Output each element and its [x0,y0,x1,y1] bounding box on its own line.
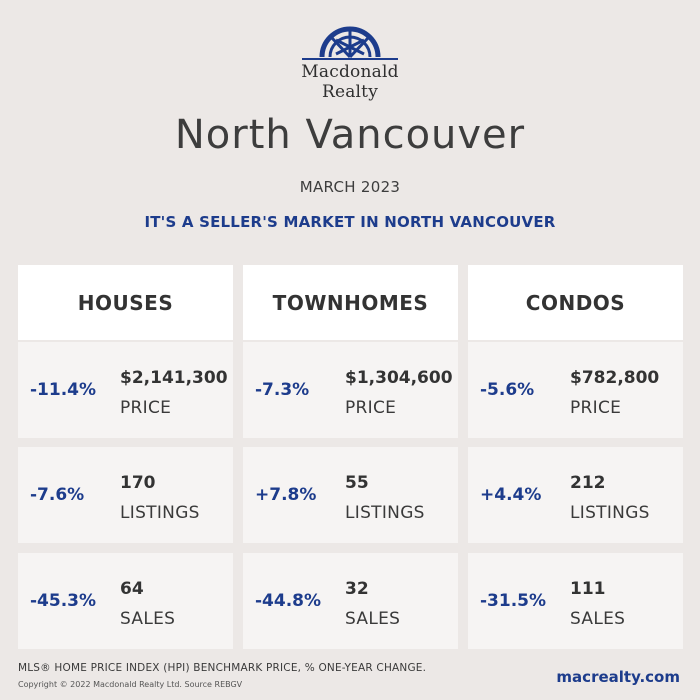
macdonald-realty-logo-icon [302,26,398,60]
sales-value: 32 [345,579,369,599]
market-status: IT'S A SELLER'S MARKET IN NORTH VANCOUVE… [144,213,556,231]
sales-label: SALES [120,609,176,629]
listings-value: 55 [345,473,369,493]
listings-label: LISTINGS [345,503,425,523]
listings-value: 212 [570,473,606,493]
sales-label: SALES [570,609,626,629]
column-townhomes: TOWNHOMES [243,265,458,340]
listings-card: +7.8% 55 LISTINGS [243,447,458,543]
price-card: -7.3% $1,304,600 PRICE [243,342,458,438]
sales-value: 111 [570,579,606,599]
price-card: -11.4% $2,141,300 PRICE [18,342,233,438]
price-value: $1,304,600 [345,368,453,388]
copyright: Copyright © 2022 Macdonald Realty Ltd. S… [18,680,243,689]
page-title: North Vancouver [174,112,526,158]
sales-card: -31.5% 111 SALES [468,553,683,649]
brand-name-line1: Macdonald [301,62,399,82]
price-label: PRICE [570,398,622,418]
sales-change: -44.8% [255,591,322,611]
column-houses: HOUSES [18,265,233,340]
brand-logo: Macdonald Realty [0,26,700,102]
report-month: MARCH 2023 [299,178,401,196]
column-condos: CONDOS [468,265,683,340]
website-link[interactable]: macrealty.com [556,668,680,686]
price-label: PRICE [345,398,397,418]
sales-change: -45.3% [30,591,97,611]
sales-value: 64 [120,579,144,599]
sales-change: -31.5% [480,591,547,611]
sales-label: SALES [345,609,401,629]
sales-card: -44.8% 32 SALES [243,553,458,649]
listings-card: -7.6% 170 LISTINGS [18,447,233,543]
price-card: -5.6% $782,800 PRICE [468,342,683,438]
listings-change: -7.6% [30,485,85,505]
price-change: -5.6% [480,380,535,400]
listings-label: LISTINGS [120,503,200,523]
price-value: $2,141,300 [120,368,228,388]
sales-card: -45.3% 64 SALES [18,553,233,649]
listings-label: LISTINGS [570,503,650,523]
price-change: -11.4% [30,380,97,400]
price-label: PRICE [120,398,172,418]
listings-value: 170 [120,473,156,493]
listings-change: +7.8% [255,485,317,505]
footnote: MLS® HOME PRICE INDEX (HPI) BENCHMARK PR… [18,662,427,674]
price-value: $782,800 [570,368,660,388]
brand-name-line2: Realty [321,82,379,102]
listings-change: +4.4% [480,485,542,505]
column-title: HOUSES [18,265,233,340]
column-title: CONDOS [468,265,683,340]
price-change: -7.3% [255,380,310,400]
column-title: TOWNHOMES [243,265,458,340]
listings-card: +4.4% 212 LISTINGS [468,447,683,543]
